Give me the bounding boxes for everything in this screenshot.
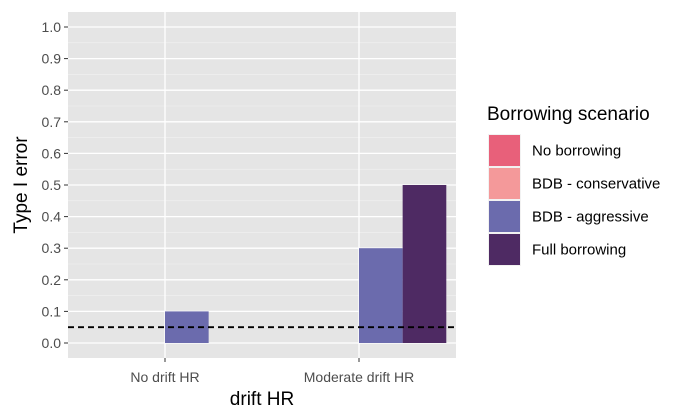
legend-label: Full borrowing (532, 242, 626, 259)
x-axis: No drift HR Moderate drift HR (130, 358, 414, 385)
y-axis: 0.0 0.1 0.2 0.3 0.4 0.5 0.6 0.7 0.8 0.9 1.0 (42, 19, 68, 351)
y-tick-label: 1.0 (42, 19, 62, 35)
bar (359, 248, 403, 343)
legend-label: No borrowing (532, 143, 621, 160)
y-tick-label: 0.8 (42, 82, 62, 98)
bar (402, 185, 447, 343)
y-tick-label: 0.7 (42, 114, 62, 130)
y-tick-label: 0.0 (42, 335, 62, 351)
y-tick-label: 0.1 (42, 303, 62, 319)
x-axis-title: drift HR (230, 389, 294, 410)
x-tick-label: No drift HR (130, 369, 199, 385)
bars (165, 185, 447, 343)
legend-swatch (489, 201, 520, 232)
y-tick-label: 0.2 (42, 272, 62, 288)
y-axis-title: Type I error (11, 136, 32, 234)
legend-swatch (489, 135, 520, 166)
legend-label: BDB - aggressive (532, 209, 649, 226)
legend-swatch (489, 234, 520, 265)
grid (68, 12, 456, 358)
y-tick-label: 0.4 (42, 209, 62, 225)
legend: Borrowing scenario No borrowing BDB - con… (487, 104, 660, 266)
y-tick-label: 0.9 (42, 51, 62, 67)
legend-swatch (489, 168, 520, 199)
legend-title: Borrowing scenario (487, 104, 650, 125)
x-tick-label: Moderate drift HR (304, 369, 414, 385)
y-tick-label: 0.5 (42, 177, 62, 193)
legend-label: BDB - conservative (532, 176, 660, 193)
y-tick-label: 0.3 (42, 240, 62, 256)
y-tick-label: 0.6 (42, 145, 62, 161)
